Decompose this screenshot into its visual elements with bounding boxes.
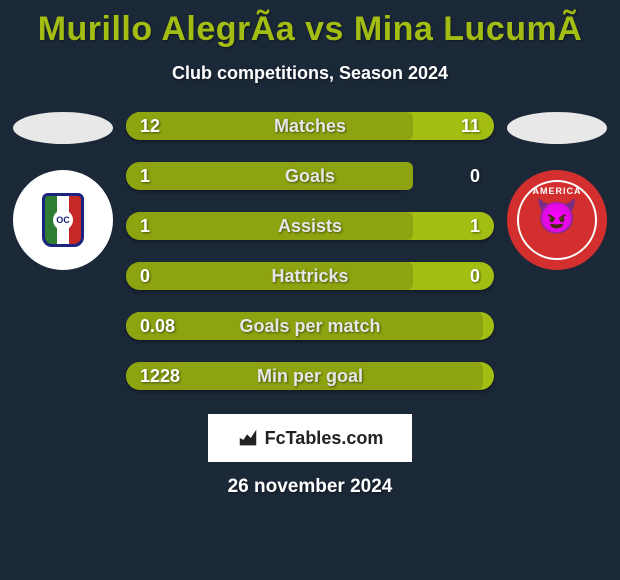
right-player-col: AMERICA 😈: [502, 112, 612, 390]
left-player-col: [8, 112, 118, 390]
branding-text: FcTables.com: [265, 428, 384, 449]
america-logo-text: AMERICA: [533, 186, 582, 196]
stat-row: 1Goals0: [126, 162, 494, 190]
stat-row: 0.08Goals per match: [126, 312, 494, 340]
once-caldas-shield-icon: [42, 193, 84, 247]
page-subtitle: Club competitions, Season 2024: [0, 63, 620, 84]
stat-row: 1Assists1: [126, 212, 494, 240]
comparison-grid: 12Matches111Goals01Assists10Hattricks00.…: [0, 112, 620, 390]
left-club-logo: [13, 170, 113, 270]
stat-value-right: 1: [470, 212, 480, 240]
date-label: 26 november 2024: [0, 476, 620, 498]
stat-row: 12Matches11: [126, 112, 494, 140]
stat-row: 1228Min per goal: [126, 362, 494, 390]
branding-badge: FcTables.com: [208, 414, 412, 462]
stat-label: Goals: [126, 162, 494, 190]
stats-column: 12Matches111Goals01Assists10Hattricks00.…: [118, 112, 502, 390]
stat-label: Goals per match: [126, 312, 494, 340]
left-flag-ellipse: [13, 112, 113, 144]
right-club-logo: AMERICA 😈: [507, 170, 607, 270]
right-flag-ellipse: [507, 112, 607, 144]
stat-label: Assists: [126, 212, 494, 240]
stat-value-right: 11: [461, 112, 480, 140]
fctables-logo-icon: [237, 427, 259, 449]
america-logo-ring: AMERICA 😈: [517, 180, 597, 260]
page-title: Murillo AlegrÃ­a vs Mina LucumÃ­: [0, 0, 620, 49]
stat-value-right: 0: [470, 262, 480, 290]
stat-row: 0Hattricks0: [126, 262, 494, 290]
stat-label: Matches: [126, 112, 494, 140]
stat-label: Hattricks: [126, 262, 494, 290]
stat-label: Min per goal: [126, 362, 494, 390]
stat-value-right: 0: [470, 162, 480, 190]
devil-icon: 😈: [536, 200, 578, 234]
